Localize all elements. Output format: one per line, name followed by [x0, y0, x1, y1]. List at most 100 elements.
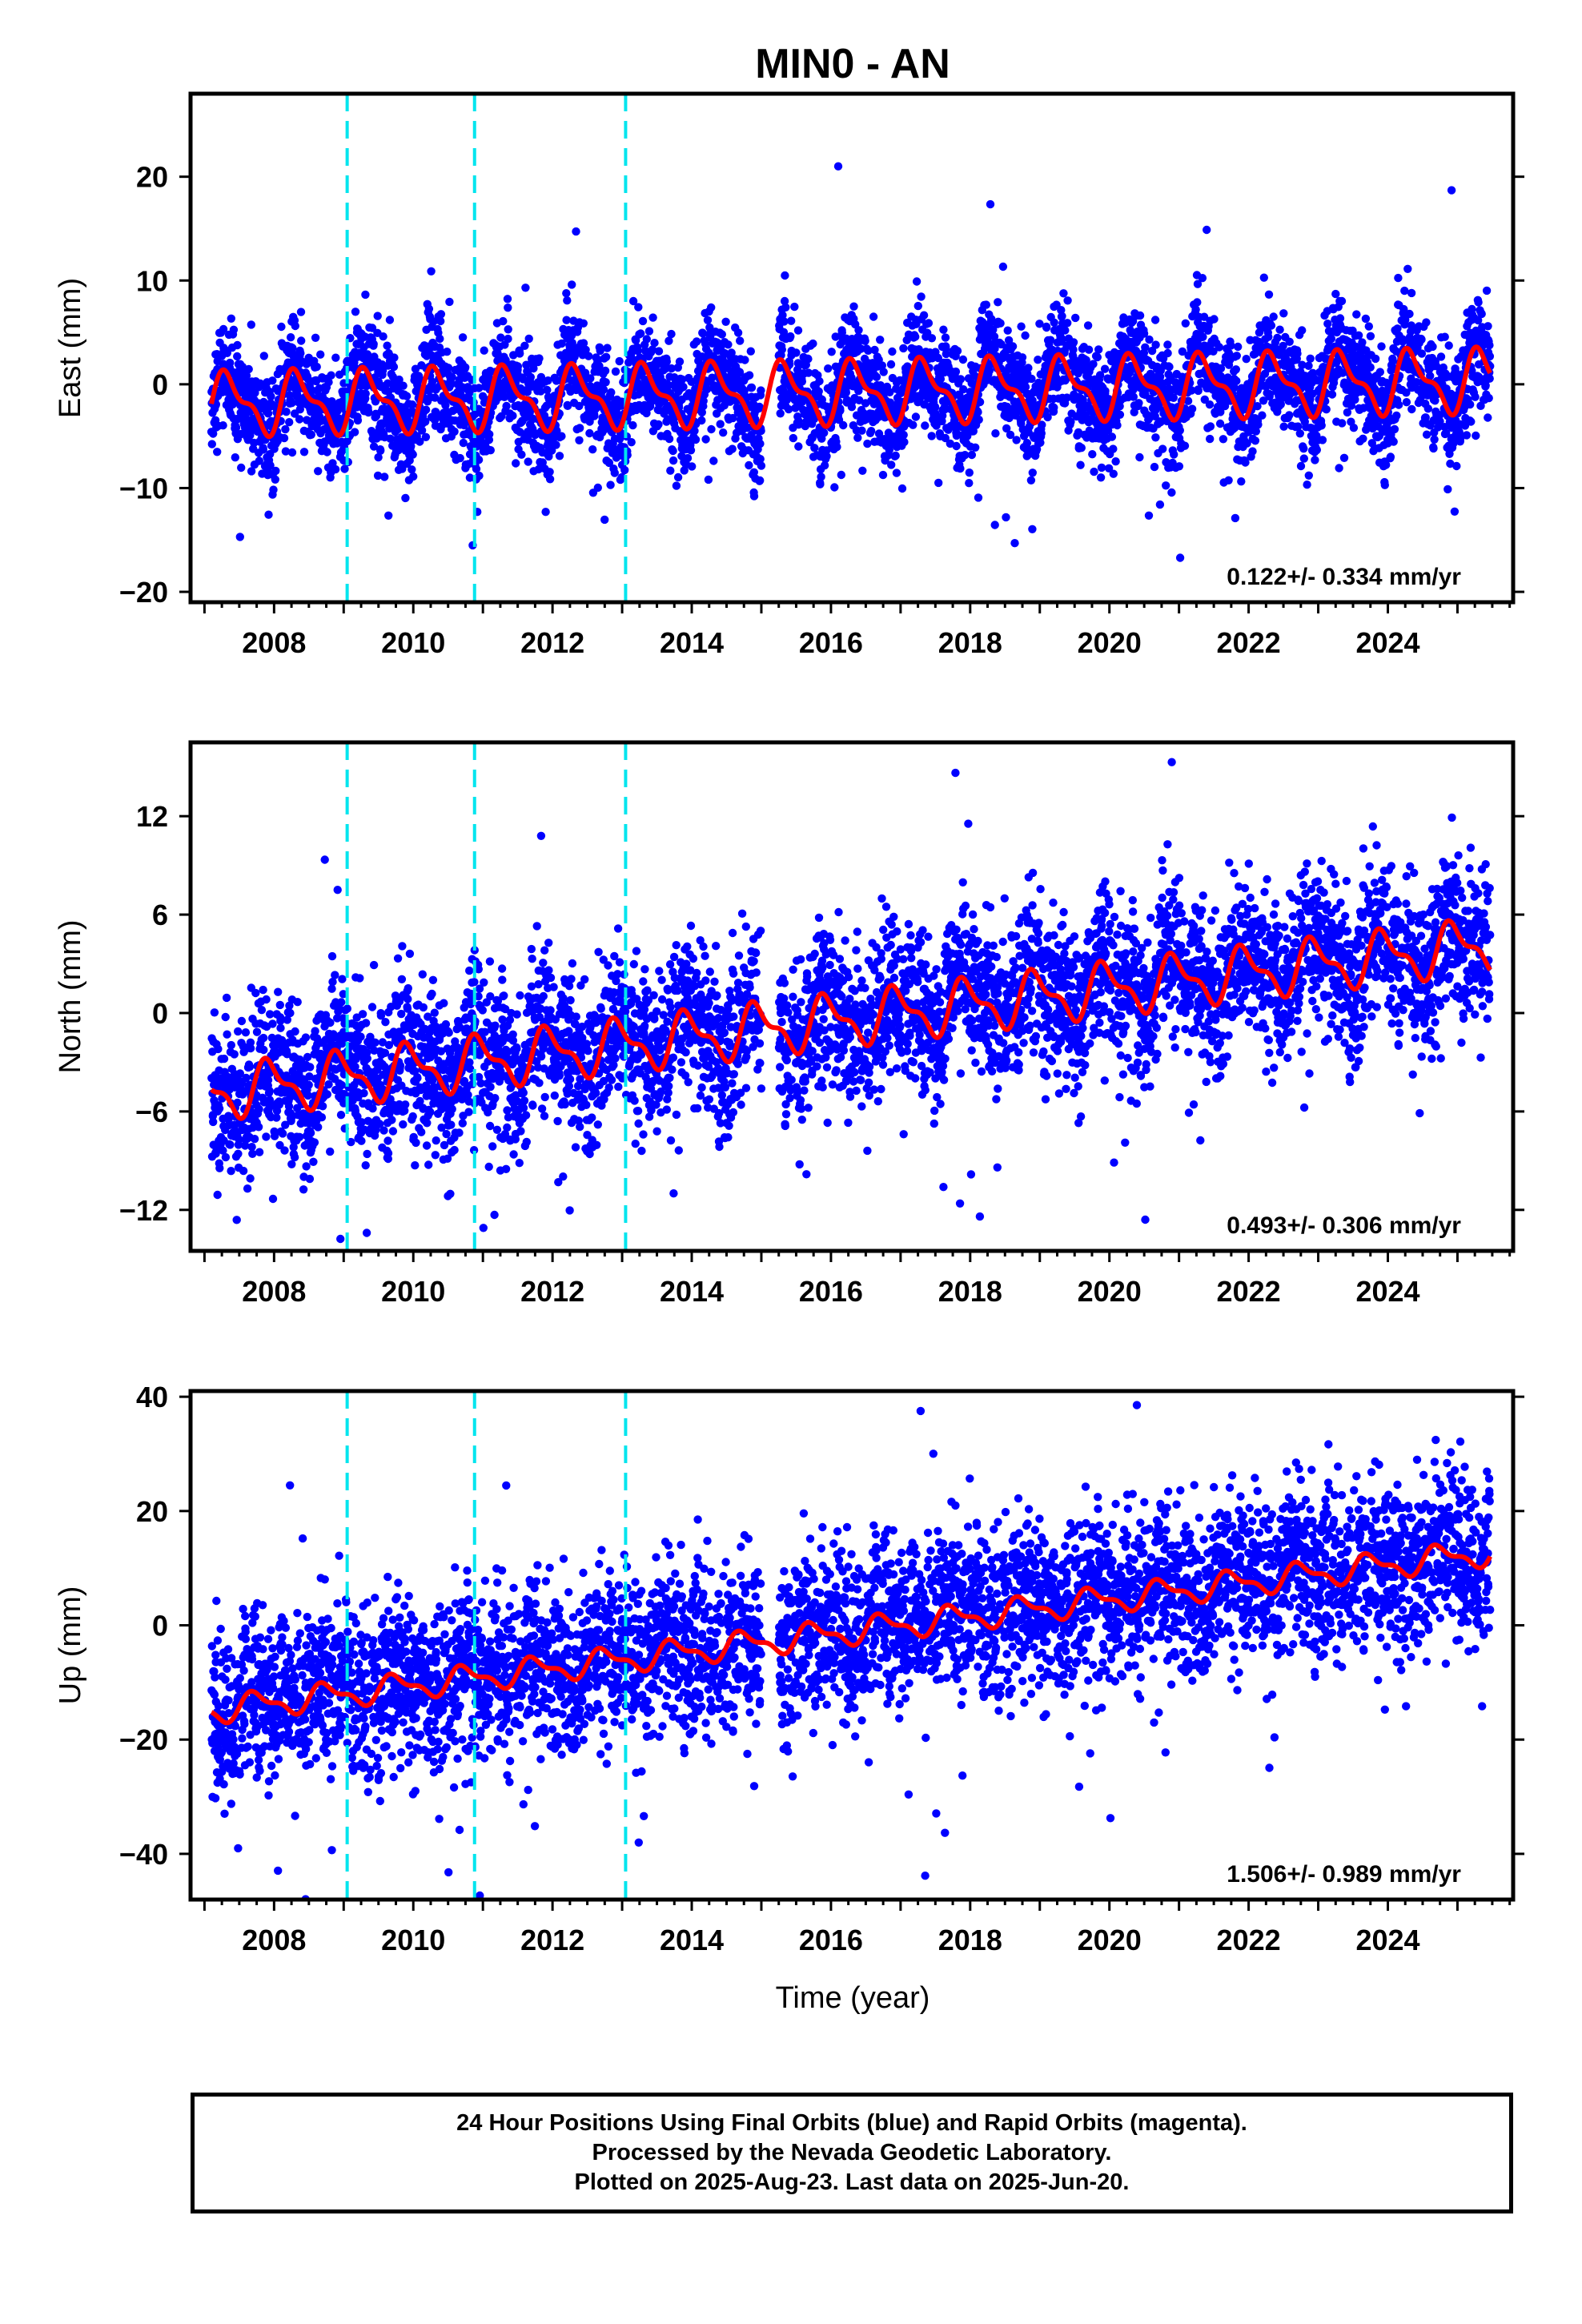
east-point	[776, 409, 785, 418]
east-point	[516, 428, 524, 436]
east-point	[247, 467, 256, 476]
east-point	[538, 458, 547, 467]
east-point	[982, 300, 991, 309]
east-point	[628, 296, 638, 306]
east-point	[636, 329, 645, 338]
x-tick-label: 2010	[381, 626, 445, 659]
east-point	[990, 521, 999, 529]
y-tick-label: 0	[152, 368, 168, 401]
east-point	[267, 392, 275, 401]
east-point	[1076, 460, 1085, 469]
east-point	[648, 345, 657, 354]
east-point	[688, 462, 697, 471]
east-point	[757, 461, 766, 470]
east-point	[1028, 468, 1038, 477]
east-point	[665, 336, 673, 345]
east-point	[568, 280, 576, 289]
east-point	[552, 426, 561, 436]
east-point	[542, 401, 551, 410]
east-point	[665, 381, 673, 390]
east-point	[604, 458, 614, 468]
east-point	[787, 316, 796, 325]
east-point	[985, 366, 994, 376]
east-point	[259, 352, 268, 360]
east-point	[1042, 323, 1051, 332]
east-point	[648, 313, 657, 322]
east-panel: 2008 2010 2012 2014 2016 2018 2020 2022 2024−20−…	[54, 91, 1524, 659]
east-point	[563, 401, 572, 410]
east-point	[634, 303, 643, 312]
east-y-axis-label: East (mm)	[54, 278, 87, 418]
east-point	[374, 452, 383, 462]
east-point	[1386, 452, 1395, 461]
east-point	[1150, 462, 1159, 472]
east-point	[620, 465, 629, 475]
east-point	[545, 475, 555, 484]
east-point	[1359, 434, 1367, 443]
east-point	[314, 467, 323, 476]
east-point	[1323, 320, 1332, 328]
east-point	[1206, 434, 1215, 444]
east-point	[219, 421, 227, 430]
x-tick-label: 2008	[242, 626, 306, 659]
east-point	[1084, 345, 1094, 354]
east-point	[644, 327, 654, 336]
east-point	[401, 493, 410, 503]
east-point	[478, 392, 488, 400]
east-point	[436, 310, 446, 319]
east-point	[1144, 511, 1154, 520]
east-point	[513, 362, 523, 371]
east-point	[376, 446, 385, 455]
east-point	[1311, 456, 1319, 464]
east-point	[441, 400, 450, 410]
east-point	[917, 292, 926, 301]
east-point	[606, 480, 615, 489]
east-point	[1017, 322, 1026, 331]
east-point	[524, 334, 533, 344]
east-point	[367, 324, 377, 332]
east-point	[1422, 430, 1431, 439]
east-point	[340, 464, 349, 473]
east-point	[638, 316, 648, 326]
east-point	[756, 439, 765, 448]
east-point	[745, 460, 753, 470]
east-point	[1327, 334, 1336, 344]
east-point	[431, 393, 440, 402]
east-point	[1394, 273, 1403, 283]
east-point	[593, 483, 602, 493]
east-point	[562, 316, 571, 324]
east-point	[853, 433, 862, 442]
east-point	[1366, 363, 1375, 372]
east-point	[1205, 400, 1215, 409]
east-point	[1050, 318, 1058, 327]
east-point	[736, 336, 745, 345]
east-point	[1403, 264, 1412, 273]
east-point	[1485, 340, 1494, 350]
east-point	[953, 347, 962, 356]
east-point	[991, 429, 1000, 438]
east-point	[1180, 441, 1190, 450]
east-point	[1366, 332, 1375, 340]
east-point	[295, 415, 304, 424]
east-point	[1088, 450, 1097, 459]
east-point	[1096, 473, 1106, 482]
east-point	[312, 362, 321, 372]
east-point	[552, 440, 560, 449]
east-point	[792, 348, 801, 357]
east-point	[596, 346, 604, 356]
east-point	[369, 340, 378, 348]
east-point	[1279, 309, 1288, 318]
east-point	[677, 375, 687, 384]
east-point	[504, 304, 512, 312]
east-point	[707, 303, 716, 312]
east-point	[373, 312, 382, 320]
east-point	[900, 437, 909, 447]
east-point	[581, 345, 590, 354]
east-point	[1135, 452, 1144, 462]
east-point	[287, 399, 296, 408]
east-point	[1477, 309, 1486, 319]
east-point	[956, 464, 965, 473]
east-point	[1175, 426, 1185, 435]
east-point	[869, 312, 878, 321]
east-point	[324, 378, 333, 387]
